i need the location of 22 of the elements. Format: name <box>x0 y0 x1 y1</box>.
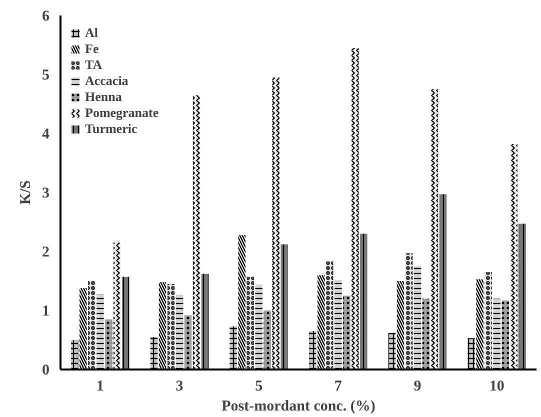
x-tick-label: 1 <box>96 378 104 394</box>
y-tick-label: 6 <box>42 8 50 24</box>
legend-label: Turmeric <box>85 121 138 137</box>
x-tick-label: 3 <box>176 378 184 394</box>
x-tick-label: 9 <box>414 378 422 394</box>
legend-label: TA <box>85 57 104 73</box>
x-tick-label: 5 <box>255 378 263 394</box>
y-tick-label: 1 <box>42 304 50 320</box>
legend-label: Henna <box>85 89 122 105</box>
legend-label: Al <box>85 25 99 41</box>
x-axis-title: Post-mordant conc. (%) <box>222 398 376 414</box>
y-axis-title: K/S <box>18 180 34 205</box>
y-tick-label: 2 <box>42 244 50 260</box>
y-tick-label: 4 <box>42 126 50 142</box>
legend-label: Accacia <box>85 73 128 89</box>
y-tick-label: 0 <box>42 362 50 378</box>
legend-label: Pomegranate <box>85 105 159 121</box>
y-tick-label: 5 <box>42 68 50 84</box>
legend-label: Fe <box>85 41 100 57</box>
x-tick-label: 10 <box>489 378 504 394</box>
x-tick-label: 7 <box>334 378 342 394</box>
y-tick-label: 3 <box>42 186 50 202</box>
